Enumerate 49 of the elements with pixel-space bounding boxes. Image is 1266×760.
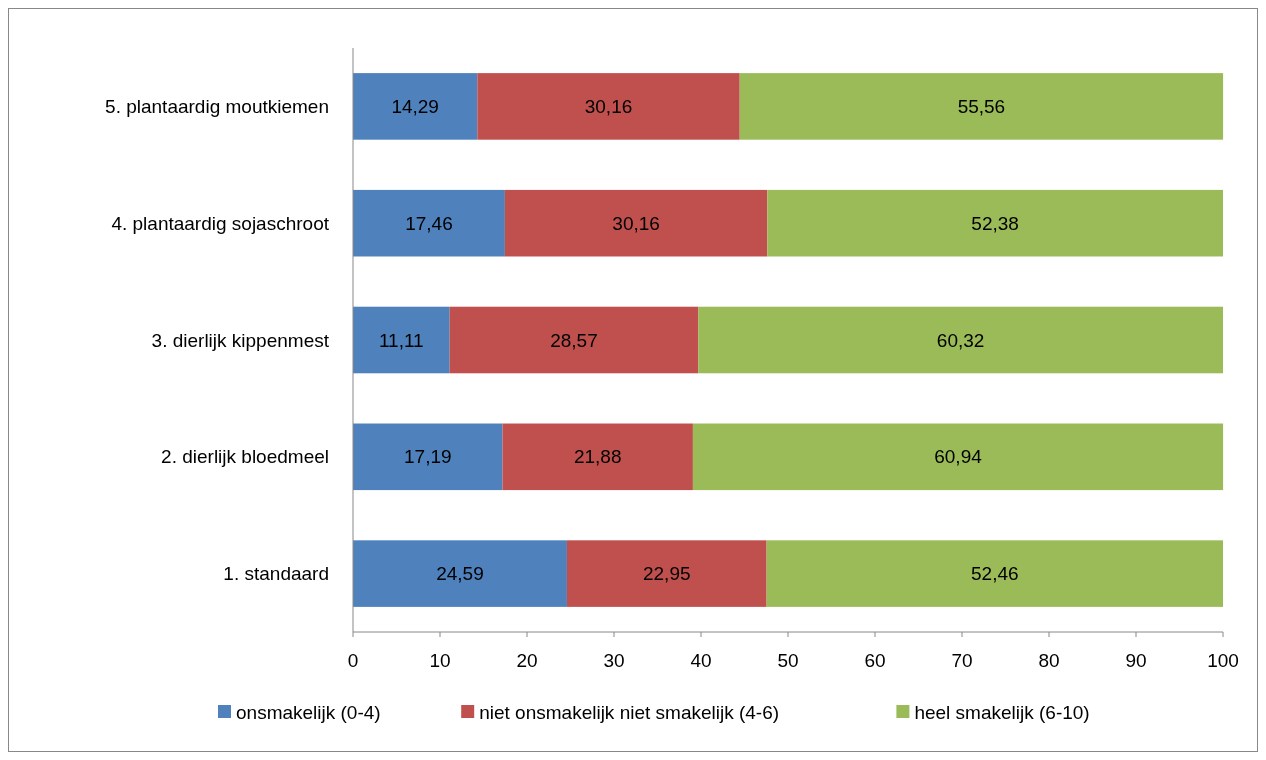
bar bbox=[353, 306, 450, 374]
data-label: 30,16 bbox=[612, 212, 660, 234]
y-tick-label: 1. standaard bbox=[223, 563, 329, 585]
legend-label: onsmakelijk (0-4) bbox=[236, 701, 381, 723]
y-tick-label: 4. plantaardig sojaschroot bbox=[111, 212, 330, 234]
x-tick-label: 50 bbox=[777, 650, 799, 671]
x-tick-label: 30 bbox=[603, 650, 625, 671]
x-tick-label: 20 bbox=[516, 650, 538, 671]
y-tick-label: 2. dierlijk bloedmeel bbox=[161, 446, 329, 468]
x-tick-label: 10 bbox=[429, 650, 451, 671]
bar bbox=[739, 73, 1224, 140]
bar bbox=[353, 540, 567, 607]
x-tick-label: 90 bbox=[1125, 650, 1147, 671]
bar bbox=[449, 306, 699, 374]
data-label: 52,38 bbox=[971, 212, 1019, 234]
x-tick-label: 0 bbox=[347, 650, 359, 671]
data-label: 17,46 bbox=[405, 212, 453, 234]
data-label: 28,57 bbox=[550, 329, 598, 351]
bar bbox=[353, 423, 503, 491]
bar bbox=[566, 540, 767, 607]
data-label: 30,16 bbox=[584, 96, 633, 118]
bar bbox=[504, 189, 768, 257]
y-tick-label: 3. dierlijk kippenmest bbox=[151, 329, 330, 351]
data-label: 55,56 bbox=[957, 96, 1006, 118]
data-label: 11,11 bbox=[378, 329, 424, 351]
data-label: 22,95 bbox=[642, 563, 691, 585]
x-tick-label: 80 bbox=[1038, 650, 1060, 671]
data-label: 17,19 bbox=[404, 446, 452, 468]
bar bbox=[477, 73, 740, 140]
bar bbox=[353, 189, 505, 257]
x-tick-label: 60 bbox=[864, 650, 886, 671]
legend-label: heel smakelijk (6-10) bbox=[914, 701, 1090, 723]
legend-label: niet onsmakelijk niet smakelijk (4-6) bbox=[479, 701, 780, 723]
data-label: 14,29 bbox=[391, 96, 439, 118]
data-label: 60,32 bbox=[936, 329, 985, 351]
bar bbox=[698, 306, 1223, 374]
bar bbox=[766, 540, 1223, 607]
bar bbox=[353, 73, 478, 140]
bar bbox=[692, 423, 1224, 491]
bar bbox=[767, 189, 1223, 257]
data-label: 24,59 bbox=[436, 563, 484, 585]
data-label: 60,94 bbox=[934, 446, 983, 468]
x-tick-label: 100 bbox=[1207, 650, 1239, 671]
data-label: 21,88 bbox=[573, 446, 622, 468]
bar bbox=[502, 423, 693, 491]
x-tick-label: 70 bbox=[951, 650, 973, 671]
data-label: 52,46 bbox=[971, 563, 1019, 585]
x-tick-label: 40 bbox=[690, 650, 712, 671]
y-tick-label: 5. plantaardig moutkiemen bbox=[105, 96, 329, 118]
